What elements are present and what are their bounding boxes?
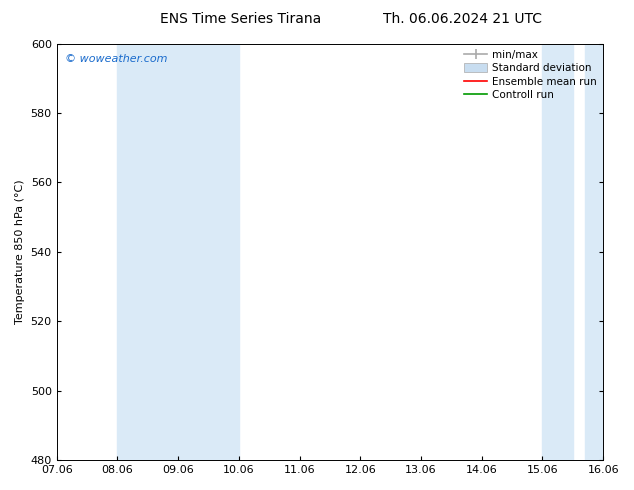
Bar <box>585 44 606 460</box>
Y-axis label: Temperature 850 hPa (°C): Temperature 850 hPa (°C) <box>15 179 25 324</box>
Text: © woweather.com: © woweather.com <box>65 54 167 64</box>
Text: Th. 06.06.2024 21 UTC: Th. 06.06.2024 21 UTC <box>384 12 542 26</box>
Bar <box>543 44 573 460</box>
Bar <box>178 44 239 460</box>
Text: ENS Time Series Tirana: ENS Time Series Tirana <box>160 12 321 26</box>
Legend: min/max, Standard deviation, Ensemble mean run, Controll run: min/max, Standard deviation, Ensemble me… <box>460 46 601 104</box>
Bar <box>117 44 178 460</box>
